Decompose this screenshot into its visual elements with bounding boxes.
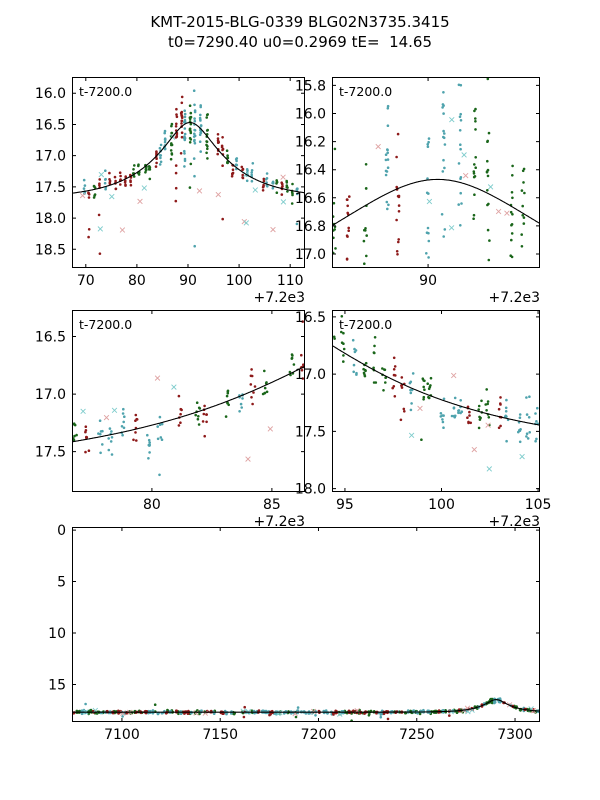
y-tick-label: 17.0 (35, 149, 66, 165)
panel-plot-area (72, 320, 305, 477)
y-tick-label: 17.5 (35, 180, 66, 196)
x-tick-label: 80 (128, 273, 146, 289)
y-tick-label: 17.0 (295, 247, 326, 263)
model-curve (72, 365, 305, 443)
panel-top-right: 90 15.8 16.0 16.2 16.4 16.6 16.8 17.0 t-7200.0 +7… (295, 77, 540, 306)
x-axis-offset-label: +7.2e3 (488, 290, 540, 306)
x-tick-label: 105 (525, 497, 552, 513)
scatter-series-teal (384, 83, 463, 259)
scatter-crosses (408, 372, 525, 472)
model-curve (72, 121, 305, 194)
scatter-crosses (375, 116, 510, 231)
x-tick-label: 90 (419, 273, 437, 289)
y-tick-label: 15 (48, 677, 66, 693)
scatter-series-green (332, 315, 491, 442)
tick-marks (332, 310, 540, 492)
y-tick-label: 16.8 (295, 219, 326, 235)
axes-frame (72, 310, 305, 492)
scatter-series-red (391, 356, 503, 430)
figure-title: KMT-2015-BLG-0339 BLG02N3735.3415 (150, 13, 450, 31)
x-tick-label: 100 (226, 273, 253, 289)
y-tick-label: 16.5 (295, 310, 326, 326)
scatter-series-green (92, 104, 294, 205)
model-curve (332, 344, 540, 426)
x-axis-offset-label: +7.2e3 (253, 290, 305, 306)
panel-bottom-full: 7100 7150 7200 7250 7300 0 5 10 15 (48, 523, 540, 743)
tick-labels: 80 85 16.5 17.0 17.5 (35, 329, 281, 513)
tick-marks (72, 527, 540, 722)
tick-labels: 70 80 90 100 110 16.0 16.5 17.0 17.5 18.0 18.5 (35, 86, 304, 289)
y-tick-label: 18.5 (35, 242, 66, 258)
scatter-series-red (87, 95, 284, 255)
y-tick-label: 16.6 (295, 191, 326, 207)
tick-marks (72, 310, 305, 492)
panel-plot-area (72, 697, 540, 722)
y-tick-label: 10 (48, 626, 66, 642)
y-tick-label: 17.0 (35, 387, 66, 403)
panel-annotation: t-7200.0 (79, 84, 132, 99)
scatter-series-green (72, 353, 296, 442)
scatter-series-green (332, 77, 526, 266)
panel-plot-area (332, 315, 540, 472)
panel-middle-right: 95 100 105 16.5 17.0 17.5 18.0 t-7200.0 +7.2e3 (295, 310, 552, 530)
panel-annotation: t-7200.0 (339, 84, 392, 99)
tick-labels: 7100 7150 7200 7250 7300 0 5 10 15 (48, 523, 533, 743)
y-tick-label: 17.5 (35, 445, 66, 461)
y-tick-label: 16.5 (35, 329, 66, 345)
x-tick-label: 95 (336, 497, 354, 513)
panel-middle-left: 80 85 16.5 17.0 17.5 t-7200.0 +7.2e3 (35, 310, 305, 530)
x-tick-label: 85 (263, 497, 281, 513)
y-tick-label: 16.2 (295, 135, 326, 151)
scatter-series-red (84, 320, 305, 454)
x-axis-offset-label: +7.2e3 (253, 514, 305, 530)
tick-marks (72, 77, 305, 268)
y-tick-label: 15.8 (295, 78, 326, 94)
axes-frame (72, 77, 305, 268)
model-curve (332, 178, 540, 227)
panel-top-left: 70 80 90 100 110 16.0 16.5 17.0 17.5 18.0 18.5 t-72… (35, 77, 305, 306)
scatter-series-teal (351, 338, 540, 444)
x-tick-label: 7300 (497, 727, 533, 743)
model-curve (72, 699, 540, 713)
y-tick-label: 18.0 (295, 482, 326, 498)
panel-plot-area (72, 89, 305, 255)
x-tick-label: 100 (428, 497, 455, 513)
axes-frame (332, 77, 540, 268)
y-tick-label: 5 (57, 575, 66, 591)
scatter-crosses (80, 375, 274, 462)
panel-plot-area (332, 77, 540, 266)
axes-frame (332, 310, 540, 492)
y-tick-label: 17.0 (295, 367, 326, 383)
figure-subtitle-fit-parameters: t0=7290.40 u0=0.2969 tE= 14.65 (167, 33, 433, 51)
y-tick-label: 16.0 (35, 86, 66, 102)
x-tick-label: 7200 (301, 727, 337, 743)
y-tick-label: 18.0 (35, 211, 66, 227)
scatter-series-red (345, 132, 401, 261)
panel-annotation: t-7200.0 (339, 317, 392, 332)
x-tick-label: 7150 (202, 727, 238, 743)
tick-marks (332, 77, 540, 268)
tick-labels: 95 100 105 16.5 17.0 17.5 18.0 (295, 310, 552, 513)
y-tick-label: 17.5 (295, 424, 326, 440)
y-tick-label: 16.5 (35, 117, 66, 133)
scatter-series-teal (97, 393, 244, 477)
y-tick-label: 16.0 (295, 107, 326, 123)
x-tick-label: 90 (179, 273, 197, 289)
x-tick-label: 70 (77, 273, 95, 289)
y-tick-label: 16.4 (295, 163, 326, 179)
x-axis-offset-label: +7.2e3 (488, 514, 540, 530)
y-tick-label: 0 (57, 523, 66, 539)
panel-annotation: t-7200.0 (79, 317, 132, 332)
x-tick-label: 7250 (399, 727, 435, 743)
x-tick-label: 80 (143, 497, 161, 513)
axes-frame (72, 527, 540, 722)
x-tick-label: 110 (277, 273, 304, 289)
tick-labels: 90 15.8 16.0 16.2 16.4 16.6 16.8 17.0 (295, 78, 437, 289)
scatter-crosses (79, 134, 287, 233)
x-tick-label: 7100 (104, 727, 140, 743)
